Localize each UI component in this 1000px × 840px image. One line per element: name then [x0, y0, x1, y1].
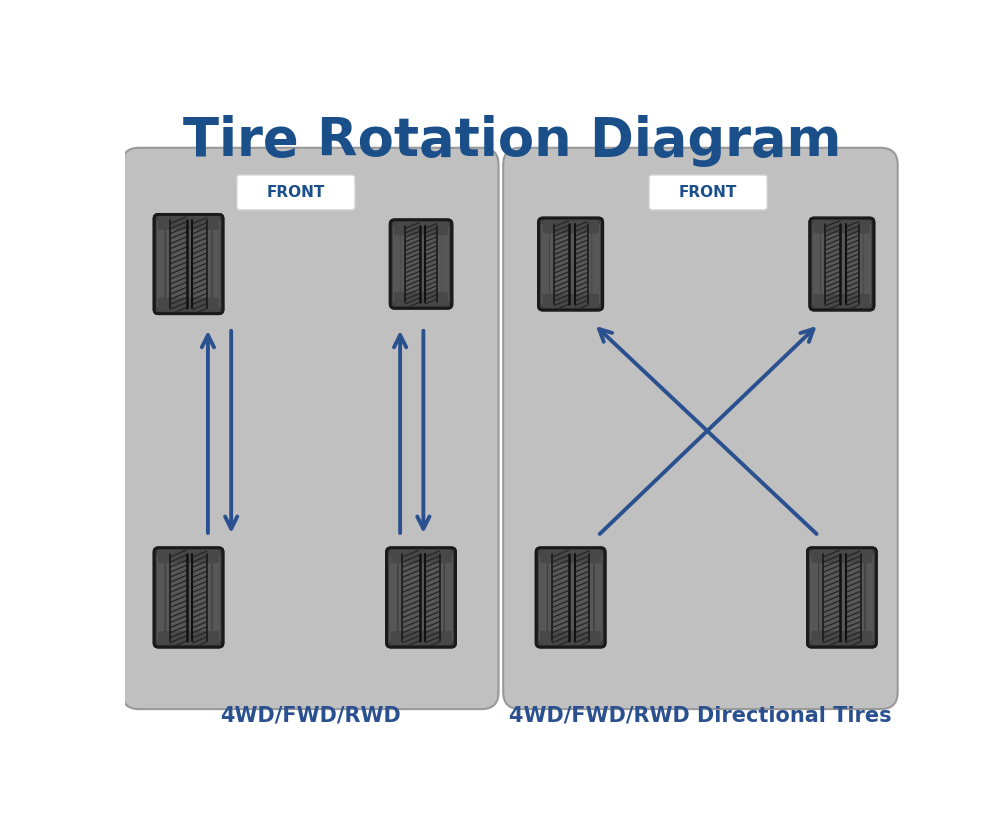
- FancyBboxPatch shape: [536, 548, 605, 647]
- FancyBboxPatch shape: [394, 222, 448, 235]
- FancyBboxPatch shape: [550, 222, 591, 307]
- FancyBboxPatch shape: [814, 294, 870, 307]
- FancyBboxPatch shape: [863, 223, 871, 304]
- FancyBboxPatch shape: [158, 549, 219, 563]
- FancyBboxPatch shape: [441, 226, 449, 302]
- Text: 4WD/FWD/RWD: 4WD/FWD/RWD: [220, 706, 401, 725]
- FancyBboxPatch shape: [390, 631, 452, 645]
- FancyBboxPatch shape: [237, 175, 355, 210]
- FancyBboxPatch shape: [157, 220, 165, 308]
- FancyBboxPatch shape: [540, 631, 601, 645]
- FancyBboxPatch shape: [540, 549, 601, 563]
- FancyBboxPatch shape: [813, 223, 820, 304]
- FancyBboxPatch shape: [592, 223, 600, 304]
- Text: FRONT: FRONT: [267, 185, 325, 200]
- FancyBboxPatch shape: [394, 292, 448, 306]
- FancyBboxPatch shape: [819, 551, 864, 643]
- FancyBboxPatch shape: [548, 551, 593, 643]
- FancyBboxPatch shape: [539, 218, 603, 310]
- FancyBboxPatch shape: [154, 214, 223, 313]
- FancyBboxPatch shape: [157, 554, 165, 642]
- FancyBboxPatch shape: [810, 218, 874, 310]
- FancyBboxPatch shape: [445, 554, 453, 642]
- FancyBboxPatch shape: [649, 175, 767, 210]
- FancyBboxPatch shape: [541, 223, 549, 304]
- FancyBboxPatch shape: [542, 294, 599, 307]
- FancyBboxPatch shape: [399, 551, 444, 643]
- FancyBboxPatch shape: [122, 148, 499, 709]
- FancyBboxPatch shape: [213, 554, 220, 642]
- FancyBboxPatch shape: [387, 548, 456, 647]
- FancyBboxPatch shape: [595, 554, 602, 642]
- FancyBboxPatch shape: [542, 219, 599, 234]
- FancyBboxPatch shape: [810, 554, 818, 642]
- FancyBboxPatch shape: [814, 219, 870, 234]
- FancyBboxPatch shape: [393, 226, 401, 302]
- FancyBboxPatch shape: [166, 551, 211, 643]
- FancyBboxPatch shape: [866, 554, 874, 642]
- FancyBboxPatch shape: [213, 220, 220, 308]
- FancyBboxPatch shape: [390, 220, 452, 308]
- Text: 4WD/FWD/RWD Directional Tires: 4WD/FWD/RWD Directional Tires: [509, 706, 892, 725]
- Text: Tire Rotation Diagram: Tire Rotation Diagram: [183, 114, 842, 166]
- FancyBboxPatch shape: [390, 549, 452, 563]
- FancyBboxPatch shape: [811, 631, 872, 645]
- FancyBboxPatch shape: [166, 218, 211, 310]
- FancyBboxPatch shape: [401, 223, 441, 305]
- Text: FRONT: FRONT: [679, 185, 737, 200]
- FancyBboxPatch shape: [821, 222, 863, 307]
- FancyBboxPatch shape: [389, 554, 397, 642]
- FancyBboxPatch shape: [158, 297, 219, 312]
- FancyBboxPatch shape: [807, 548, 876, 647]
- FancyBboxPatch shape: [158, 216, 219, 230]
- FancyBboxPatch shape: [154, 548, 223, 647]
- FancyBboxPatch shape: [539, 554, 547, 642]
- FancyBboxPatch shape: [811, 549, 872, 563]
- FancyBboxPatch shape: [158, 631, 219, 645]
- FancyBboxPatch shape: [503, 148, 898, 709]
